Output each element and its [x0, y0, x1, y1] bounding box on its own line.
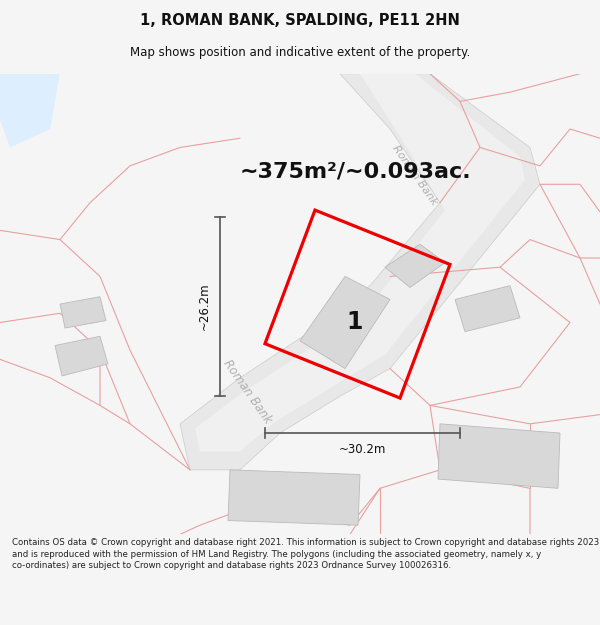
- Polygon shape: [60, 297, 106, 328]
- Polygon shape: [438, 424, 560, 488]
- Polygon shape: [385, 244, 445, 288]
- Text: Contains OS data © Crown copyright and database right 2021. This information is : Contains OS data © Crown copyright and d…: [12, 538, 599, 571]
- Text: Roman Bank: Roman Bank: [220, 357, 274, 426]
- Polygon shape: [180, 74, 540, 470]
- Text: ~30.2m: ~30.2m: [339, 443, 386, 456]
- Text: 1, ROMAN BANK, SPALDING, PE11 2HN: 1, ROMAN BANK, SPALDING, PE11 2HN: [140, 13, 460, 28]
- Polygon shape: [0, 74, 60, 148]
- Text: ~26.2m: ~26.2m: [197, 282, 211, 330]
- Text: Roman Bank: Roman Bank: [391, 143, 439, 207]
- Polygon shape: [195, 74, 525, 451]
- Text: 1: 1: [347, 311, 363, 334]
- Polygon shape: [455, 286, 520, 332]
- Text: ~375m²/~0.093ac.: ~375m²/~0.093ac.: [240, 161, 472, 181]
- Polygon shape: [55, 336, 108, 376]
- Polygon shape: [300, 276, 390, 369]
- Text: Map shows position and indicative extent of the property.: Map shows position and indicative extent…: [130, 46, 470, 59]
- Polygon shape: [228, 470, 360, 525]
